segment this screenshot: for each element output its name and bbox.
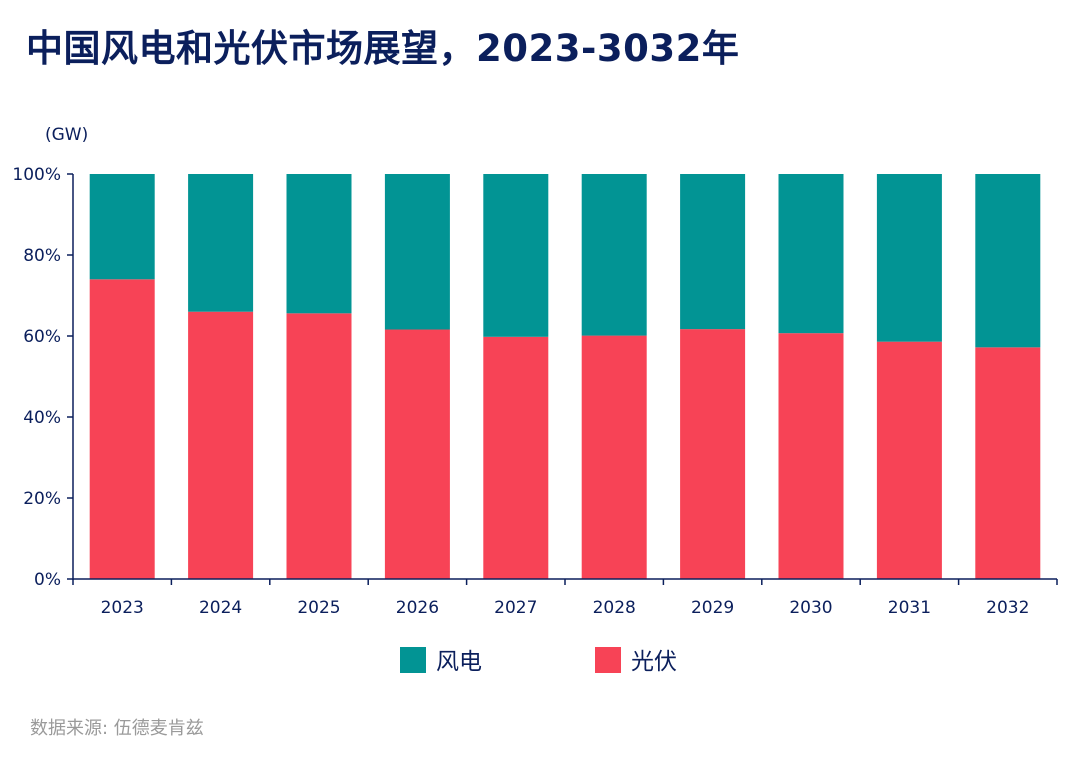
y-tick-label: 0%	[34, 570, 61, 590]
y-tick-label: 40%	[23, 408, 61, 428]
unit-label: (GW)	[45, 125, 88, 145]
bar-wind-2030	[778, 174, 844, 334]
bar-solar-2031	[876, 341, 942, 579]
chart-title: 中国风电和光伏市场展望，2023-3032年	[26, 27, 740, 70]
x-tick-label: 2027	[494, 598, 537, 618]
y-tick-label: 20%	[23, 489, 61, 509]
x-tick-label: 2024	[199, 598, 242, 618]
bar-solar-2028	[581, 335, 647, 579]
x-tick-label: 2026	[396, 598, 439, 618]
x-tick-label: 2028	[593, 598, 636, 618]
x-tick-label: 2030	[789, 598, 832, 618]
bar-wind-2023	[89, 174, 155, 280]
y-tick-label: 60%	[23, 327, 61, 347]
legend-swatch-wind	[400, 647, 426, 673]
bar-solar-2032	[975, 347, 1041, 579]
x-tick-label: 2025	[297, 598, 340, 618]
bar-group	[89, 174, 1041, 579]
x-tick-label: 2032	[986, 598, 1029, 618]
bar-wind-2025	[286, 174, 352, 314]
bar-solar-2026	[384, 329, 450, 579]
source-note: 数据来源: 伍德麦肯兹	[30, 718, 204, 739]
legend-label-wind: 风电	[436, 649, 482, 675]
axes-group: 0% 20% 40% 60% 80% 100% 2023 2024 2025 2026 2027 20…	[12, 165, 1058, 618]
bar-solar-2024	[188, 311, 254, 579]
y-tick-label: 100%	[12, 165, 61, 185]
bar-wind-2032	[975, 174, 1041, 348]
legend-swatch-solar	[595, 647, 621, 673]
bar-solar-2025	[286, 313, 352, 579]
bar-wind-2026	[384, 174, 450, 330]
bar-wind-2024	[188, 174, 254, 312]
x-tick-label: 2023	[101, 598, 144, 618]
x-tick-label: 2029	[691, 598, 734, 618]
bar-wind-2028	[581, 174, 647, 336]
bar-solar-2023	[89, 279, 155, 579]
bar-wind-2027	[483, 174, 549, 337]
bar-solar-2027	[483, 336, 549, 579]
bar-solar-2029	[680, 329, 746, 579]
x-tick-label: 2031	[888, 598, 931, 618]
legend-label-solar: 光伏	[631, 649, 677, 675]
legend: 风电 光伏	[400, 647, 677, 675]
bar-solar-2030	[778, 333, 844, 579]
bar-wind-2031	[876, 174, 942, 342]
y-tick-label: 80%	[23, 246, 61, 266]
bar-wind-2029	[680, 174, 746, 330]
